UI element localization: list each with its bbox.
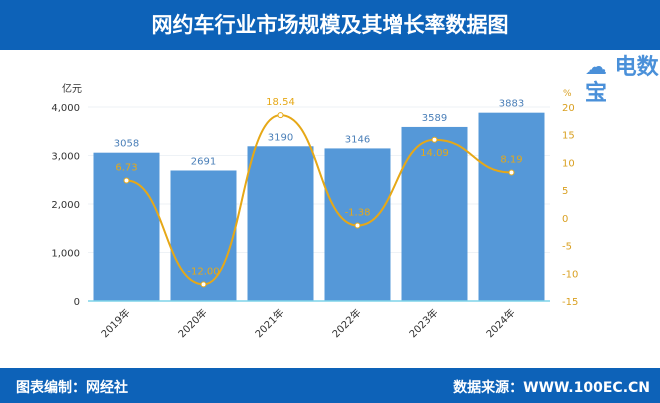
- bar-value-label: 3058: [114, 139, 139, 150]
- bar: [170, 170, 237, 301]
- y2-tick-label: -5: [562, 242, 572, 253]
- bar-value-label: 2691: [191, 156, 216, 167]
- footer: 图表编制：网经社 数据来源：WWW.100EC.CN: [0, 368, 660, 403]
- y-tick-label: 2,000: [51, 200, 80, 211]
- bar: [478, 112, 545, 301]
- y-tick-label: 0: [74, 297, 80, 308]
- logo-text: 电数宝: [585, 55, 659, 106]
- bar: [93, 152, 160, 301]
- line-value-label: 14.09: [420, 148, 449, 159]
- y2-axis-label: %: [563, 89, 572, 99]
- x-tick-label: 2019年: [98, 306, 132, 340]
- bar-value-label: 3190: [268, 132, 293, 143]
- line-value-label: -1.38: [345, 208, 371, 219]
- footer-source: 数据来源：WWW.100EC.CN: [453, 380, 650, 396]
- y2-tick-label: 15: [562, 131, 575, 142]
- line-point: [277, 112, 284, 119]
- y2-tick-label: 20: [562, 103, 575, 114]
- x-tick-label: 2021年: [252, 306, 286, 340]
- line-value-label: 8.19: [500, 154, 522, 165]
- y-tick-label: 1,000: [51, 249, 80, 260]
- y-tick-label: 4,000: [51, 103, 80, 114]
- line-point: [431, 136, 438, 143]
- line-point: [354, 222, 361, 229]
- bar-value-label: 3589: [422, 113, 447, 124]
- line-point: [200, 281, 207, 288]
- y2-tick-label: 5: [562, 186, 568, 197]
- line-point: [508, 169, 515, 176]
- x-tick-label: 2020年: [175, 306, 209, 340]
- x-tick-label: 2023年: [406, 306, 440, 340]
- logo: ☁ 电数宝: [585, 55, 659, 106]
- bar-value-label: 3883: [499, 99, 524, 110]
- line-value-label: 6.73: [115, 163, 137, 174]
- footer-credit: 图表编制：网经社: [16, 380, 128, 396]
- y-tick-label: 3,000: [51, 152, 80, 163]
- x-tick-label: 2024年: [483, 306, 517, 340]
- y2-tick-label: 0: [562, 214, 568, 225]
- line-value-label: -12.00: [187, 266, 219, 277]
- y2-tick-label: -10: [562, 269, 578, 280]
- y-axis-label: 亿元: [62, 82, 82, 95]
- page-title: 网约车行业市场规模及其增长率数据图: [0, 0, 660, 50]
- bar-value-label: 3146: [345, 134, 370, 145]
- x-tick-label: 2022年: [329, 306, 363, 340]
- line-value-label: 18.54: [266, 97, 295, 108]
- y2-tick-label: -15: [562, 297, 578, 308]
- y2-tick-label: 10: [562, 158, 575, 169]
- bar: [247, 146, 314, 301]
- bar: [401, 126, 468, 301]
- line-point: [123, 177, 130, 184]
